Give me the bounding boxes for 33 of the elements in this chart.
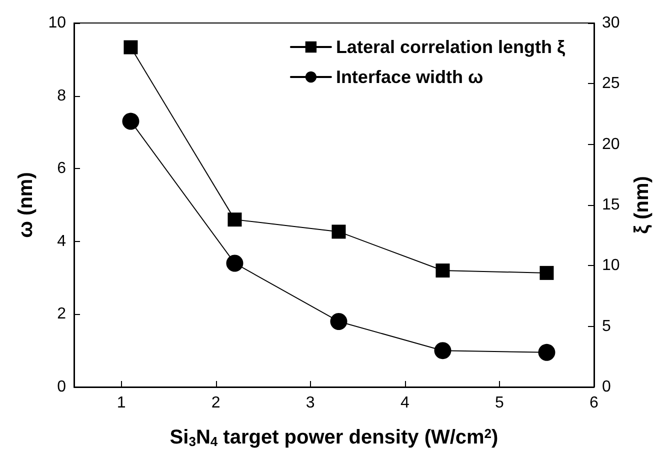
point [434,342,452,360]
point [226,254,244,272]
y2-tick-label: 25 [602,75,620,92]
x-tick-label: 1 [116,394,126,412]
point [540,266,554,280]
y2-tick-label: 30 [602,14,620,32]
y-tick-label: 6 [57,160,66,178]
point [122,112,140,130]
y-axis-title: ω (nm) [15,172,37,238]
point [228,212,242,227]
y2-tick-label: 5 [602,318,611,335]
y2-tick-label: 10 [602,257,620,274]
point [538,344,556,361]
y2-tick-label: 0 [602,378,611,396]
point [330,312,348,330]
x-tick-label: 2 [211,394,220,412]
y-tick-label: 4 [57,232,66,250]
legend-label: Interface width ω [336,67,484,87]
point [332,224,346,239]
y2-tick-label: 20 [602,136,620,153]
y2-axis-title: ξ (nm) [631,176,653,234]
x-tick-label: 5 [495,394,504,412]
point [124,40,138,54]
y-tick-label: 0 [57,378,66,396]
point [436,264,450,278]
y-tick-label: 10 [48,14,66,32]
x-tick-label: 6 [590,394,599,412]
legend-label: Lateral correlation length ξ [336,37,565,57]
x-tick-label: 4 [400,394,410,412]
y2-tick-label: 15 [602,196,620,214]
y-tick-label: 8 [57,87,66,104]
y-tick-label: 2 [57,306,66,323]
x-tick-label: 3 [306,394,315,412]
